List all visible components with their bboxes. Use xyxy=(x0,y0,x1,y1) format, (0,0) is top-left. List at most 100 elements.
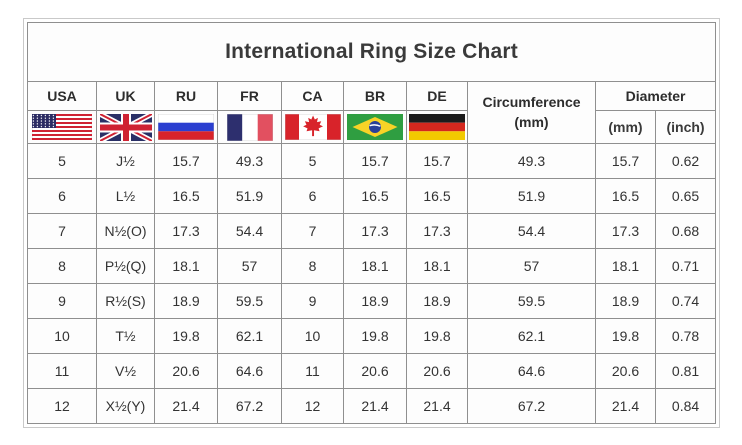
table-cell: P½(Q) xyxy=(96,248,155,284)
table-cell: 21.4 xyxy=(343,388,407,424)
table-cell: 20.6 xyxy=(406,353,468,389)
table-cell: 20.6 xyxy=(154,353,218,389)
table-cell: 59.5 xyxy=(217,283,282,319)
table-cell: 21.4 xyxy=(406,388,468,424)
col-header-uk: UK xyxy=(96,81,155,111)
table-cell: 18.9 xyxy=(595,283,656,319)
table-cell: 67.2 xyxy=(217,388,282,424)
table-cell: 51.9 xyxy=(467,178,596,214)
table-cell: 59.5 xyxy=(467,283,596,319)
table-cell: 0.65 xyxy=(654,178,717,214)
table-cell: 18.1 xyxy=(406,248,468,284)
table-row: 11 V½ 20.6 64.6 11 20.6 20.6 64.6 20.6 0.81 xyxy=(27,353,717,389)
table-row: 9 R½(S) 18.9 59.5 9 18.9 18.9 59.5 18.9 0.74 xyxy=(27,283,717,319)
col-header-circumference: Circumference (mm) xyxy=(467,81,596,144)
table-row: 8 P½(Q) 18.1 57 8 18.1 18.1 57 18.1 0.71 xyxy=(27,248,717,284)
table-cell: 6 xyxy=(281,178,344,214)
table-cell: 15.7 xyxy=(595,143,656,179)
table-cell: 12 xyxy=(27,388,97,424)
table-cell: 19.8 xyxy=(343,318,407,354)
table-cell: 62.1 xyxy=(467,318,596,354)
table-cell: 21.4 xyxy=(154,388,218,424)
table-cell: 6 xyxy=(27,178,97,214)
table-cell: 20.6 xyxy=(343,353,407,389)
table-cell: 21.4 xyxy=(595,388,656,424)
table-cell: V½ xyxy=(96,353,155,389)
table-cell: 17.3 xyxy=(406,213,468,249)
table-cell: 11 xyxy=(27,353,97,389)
table-cell: X½(Y) xyxy=(96,388,155,424)
col-header-ru: RU xyxy=(154,81,218,111)
flags-row: (mm) (inch) xyxy=(27,110,717,144)
russia-flag-cell xyxy=(154,110,218,144)
table-cell: 0.81 xyxy=(654,353,717,389)
france-flag-cell xyxy=(217,110,282,144)
table-cell: R½(S) xyxy=(96,283,155,319)
table-cell: 16.5 xyxy=(406,178,468,214)
uk-flag-cell xyxy=(96,110,155,144)
table-cell: 17.3 xyxy=(154,213,218,249)
table-cell: 0.71 xyxy=(654,248,717,284)
col-header-usa: USA xyxy=(27,81,97,111)
table-cell: 62.1 xyxy=(217,318,282,354)
table-cell: 0.78 xyxy=(654,318,717,354)
col-header-diameter: Diameter xyxy=(594,81,717,111)
table-cell: 9 xyxy=(27,283,97,319)
table-cell: 0.68 xyxy=(654,213,717,249)
germany-flag-cell xyxy=(406,110,468,144)
table-cell: 11 xyxy=(281,353,344,389)
diameter-unit-inch: (inch) xyxy=(654,110,717,144)
table-cell: 7 xyxy=(281,213,344,249)
ring-size-chart-frame: International Ring Size Chart USA UK RU … xyxy=(23,18,721,428)
table-cell: 0.74 xyxy=(654,283,717,319)
table-cell: 15.7 xyxy=(406,143,468,179)
diameter-unit-mm: (mm) xyxy=(595,110,656,144)
table-row: 5 J½ 15.7 49.3 5 15.7 15.7 49.3 15.7 0.62 xyxy=(27,143,717,179)
usa-flag-cell xyxy=(27,110,97,144)
table-row: 7 N½(O) 17.3 54.4 7 17.3 17.3 54.4 17.3 0.68 xyxy=(27,213,717,249)
table-cell: 5 xyxy=(27,143,97,179)
table-cell: 49.3 xyxy=(217,143,282,179)
circumference-label: Circumference xyxy=(482,93,581,110)
table-cell: 64.6 xyxy=(217,353,282,389)
table-cell: J½ xyxy=(96,143,155,179)
table-cell: 18.9 xyxy=(343,283,407,319)
chart-title: International Ring Size Chart xyxy=(26,22,717,82)
table-cell: 18.1 xyxy=(343,248,407,284)
table-cell: 19.8 xyxy=(406,318,468,354)
col-header-fr: FR xyxy=(217,81,282,111)
table-row: 6 L½ 16.5 51.9 6 16.5 16.5 51.9 16.5 0.65 xyxy=(27,178,717,214)
table-row: 10 T½ 19.8 62.1 10 19.8 19.8 62.1 19.8 0.78 xyxy=(27,318,717,354)
table-cell: 0.84 xyxy=(654,388,717,424)
brazil-flag-icon xyxy=(347,114,403,140)
table-cell: 18.9 xyxy=(406,283,468,319)
ring-size-rows: 5 J½ 15.7 49.3 5 15.7 15.7 49.3 15.7 0.62 6 L½ 16.5 5… xyxy=(27,143,717,424)
ring-size-table: International Ring Size Chart USA UK RU … xyxy=(26,22,717,424)
table-cell: 15.7 xyxy=(154,143,218,179)
table-cell: 10 xyxy=(281,318,344,354)
uk-flag-icon xyxy=(99,113,152,141)
table-cell: 49.3 xyxy=(467,143,596,179)
table-cell: 8 xyxy=(281,248,344,284)
table-cell: 17.3 xyxy=(343,213,407,249)
table-cell: 57 xyxy=(217,248,282,284)
table-cell: L½ xyxy=(96,178,155,214)
table-cell: N½(O) xyxy=(96,213,155,249)
usa-flag-icon xyxy=(32,114,92,140)
table-cell: 7 xyxy=(27,213,97,249)
title-row: International Ring Size Chart xyxy=(26,22,717,82)
canada-flag-cell xyxy=(281,110,344,144)
table-cell: 18.1 xyxy=(595,248,656,284)
table-cell: 10 xyxy=(27,318,97,354)
table-cell: 8 xyxy=(27,248,97,284)
table-cell: 16.5 xyxy=(343,178,407,214)
table-cell: 18.9 xyxy=(154,283,218,319)
table-cell: 18.1 xyxy=(154,248,218,284)
table-cell: 20.6 xyxy=(595,353,656,389)
country-codes-row: USA UK RU FR CA BR DE Circumference (mm)… xyxy=(27,81,717,144)
table-cell: 19.8 xyxy=(595,318,656,354)
table-cell: 54.4 xyxy=(217,213,282,249)
france-flag-icon xyxy=(226,113,273,141)
table-cell: 51.9 xyxy=(217,178,282,214)
